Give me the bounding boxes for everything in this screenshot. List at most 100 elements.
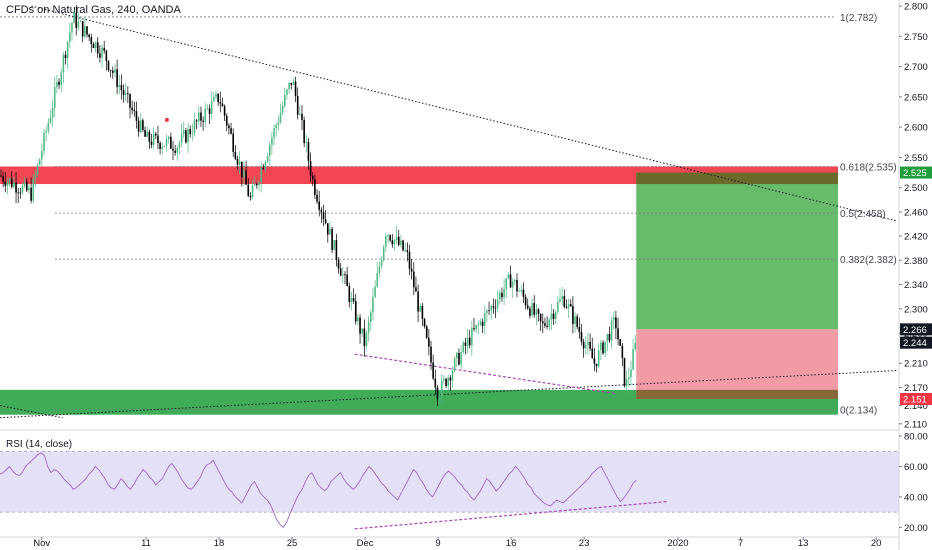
time-tick-label: 13 — [798, 538, 809, 549]
candle-body — [260, 167, 262, 183]
candle-body — [589, 341, 591, 349]
candle-body — [365, 332, 368, 347]
candle-body — [449, 377, 452, 381]
rsi-panel — [0, 450, 899, 530]
candle-body — [372, 297, 374, 313]
price-tag-label: 2.525 — [903, 168, 927, 179]
candle-body — [582, 341, 585, 349]
candle-body — [417, 291, 419, 312]
candle-body — [105, 50, 108, 62]
candle-body — [531, 303, 533, 316]
candle-body — [225, 115, 228, 126]
candle-body — [137, 120, 140, 132]
candle-body — [305, 142, 308, 144]
candle-body — [533, 303, 535, 315]
candle-body — [66, 41, 69, 59]
price-tick-label: 2.110 — [904, 419, 927, 430]
candle-body — [294, 81, 297, 97]
candle-body — [8, 178, 11, 182]
candle-body — [385, 236, 387, 247]
candle-body — [443, 378, 445, 381]
candle-body — [258, 182, 260, 186]
price-tick-label: 2.300 — [904, 304, 928, 315]
candle-body — [299, 113, 301, 115]
candle-body — [2, 176, 4, 182]
candle-body — [232, 133, 234, 152]
fib-label: 0.5(2.458) — [840, 209, 886, 220]
candle-body — [593, 358, 596, 364]
candle-body — [62, 54, 65, 73]
candle-body — [69, 32, 71, 42]
candle-body — [569, 304, 572, 307]
fib-label: 0.382(2.382) — [840, 255, 897, 266]
price-tag-label: 2.244 — [903, 338, 927, 349]
candle-body — [350, 298, 353, 302]
candle-body — [572, 306, 574, 324]
price-tick-label: 2.420 — [904, 232, 928, 243]
candle-body — [608, 333, 611, 341]
candle-body — [21, 185, 24, 193]
candle-body — [550, 313, 553, 320]
candle-body — [357, 317, 359, 322]
candle-body — [494, 307, 497, 309]
candle-body — [374, 286, 376, 298]
candle-body — [19, 192, 22, 194]
candle-body — [337, 259, 340, 269]
candle-body — [32, 178, 35, 201]
candle-body — [215, 93, 217, 97]
candle-body — [247, 184, 250, 197]
candle-body — [301, 113, 303, 120]
candle-body — [359, 317, 361, 334]
candle-body — [591, 348, 594, 359]
descending-trendline — [31, 5, 898, 222]
candle-body — [514, 279, 516, 282]
target-overlap-band — [636, 172, 838, 185]
candle-body — [524, 296, 527, 306]
candle-body — [389, 235, 391, 241]
candle-body — [628, 377, 630, 380]
candle-body — [275, 125, 277, 129]
candle-body — [96, 42, 99, 54]
resistance-zone — [0, 166, 838, 185]
candle-body — [331, 228, 333, 250]
candle-body — [477, 324, 480, 326]
candle-body — [253, 184, 256, 186]
candle-body — [159, 142, 161, 150]
candle-body — [546, 325, 548, 327]
candle-body — [621, 345, 624, 358]
candle-body — [352, 298, 355, 302]
candle-body — [413, 271, 415, 288]
candle-body — [557, 301, 559, 312]
candle-body — [99, 53, 101, 58]
candle-body — [290, 82, 293, 85]
candle-body — [318, 201, 320, 210]
candle-body — [428, 337, 430, 347]
candle-body — [625, 379, 628, 386]
candle-body — [165, 139, 168, 146]
candle-body — [286, 89, 288, 95]
time-tick-label: Dec — [357, 538, 374, 549]
candle-body — [565, 306, 568, 308]
candle-body — [567, 304, 570, 308]
candle-body — [554, 311, 557, 320]
candle-body — [316, 194, 318, 202]
candle-body — [430, 346, 432, 363]
fib-label: 1(2.782) — [840, 13, 877, 24]
candle-body — [221, 103, 224, 107]
price-tick-label: 2.650 — [904, 92, 928, 103]
candle-body — [264, 161, 267, 170]
candle-body — [193, 120, 196, 134]
candle-body — [380, 260, 383, 267]
candle-body — [266, 156, 269, 162]
candle-body — [71, 23, 73, 33]
candle-body — [202, 120, 204, 122]
candle-body — [219, 102, 222, 104]
candle-body — [561, 296, 563, 299]
candle-body — [60, 72, 62, 85]
candle-body — [464, 342, 467, 346]
candle-body — [198, 112, 200, 122]
candle-body — [114, 69, 116, 73]
candle-body — [277, 122, 280, 126]
rsi-band — [0, 451, 899, 513]
